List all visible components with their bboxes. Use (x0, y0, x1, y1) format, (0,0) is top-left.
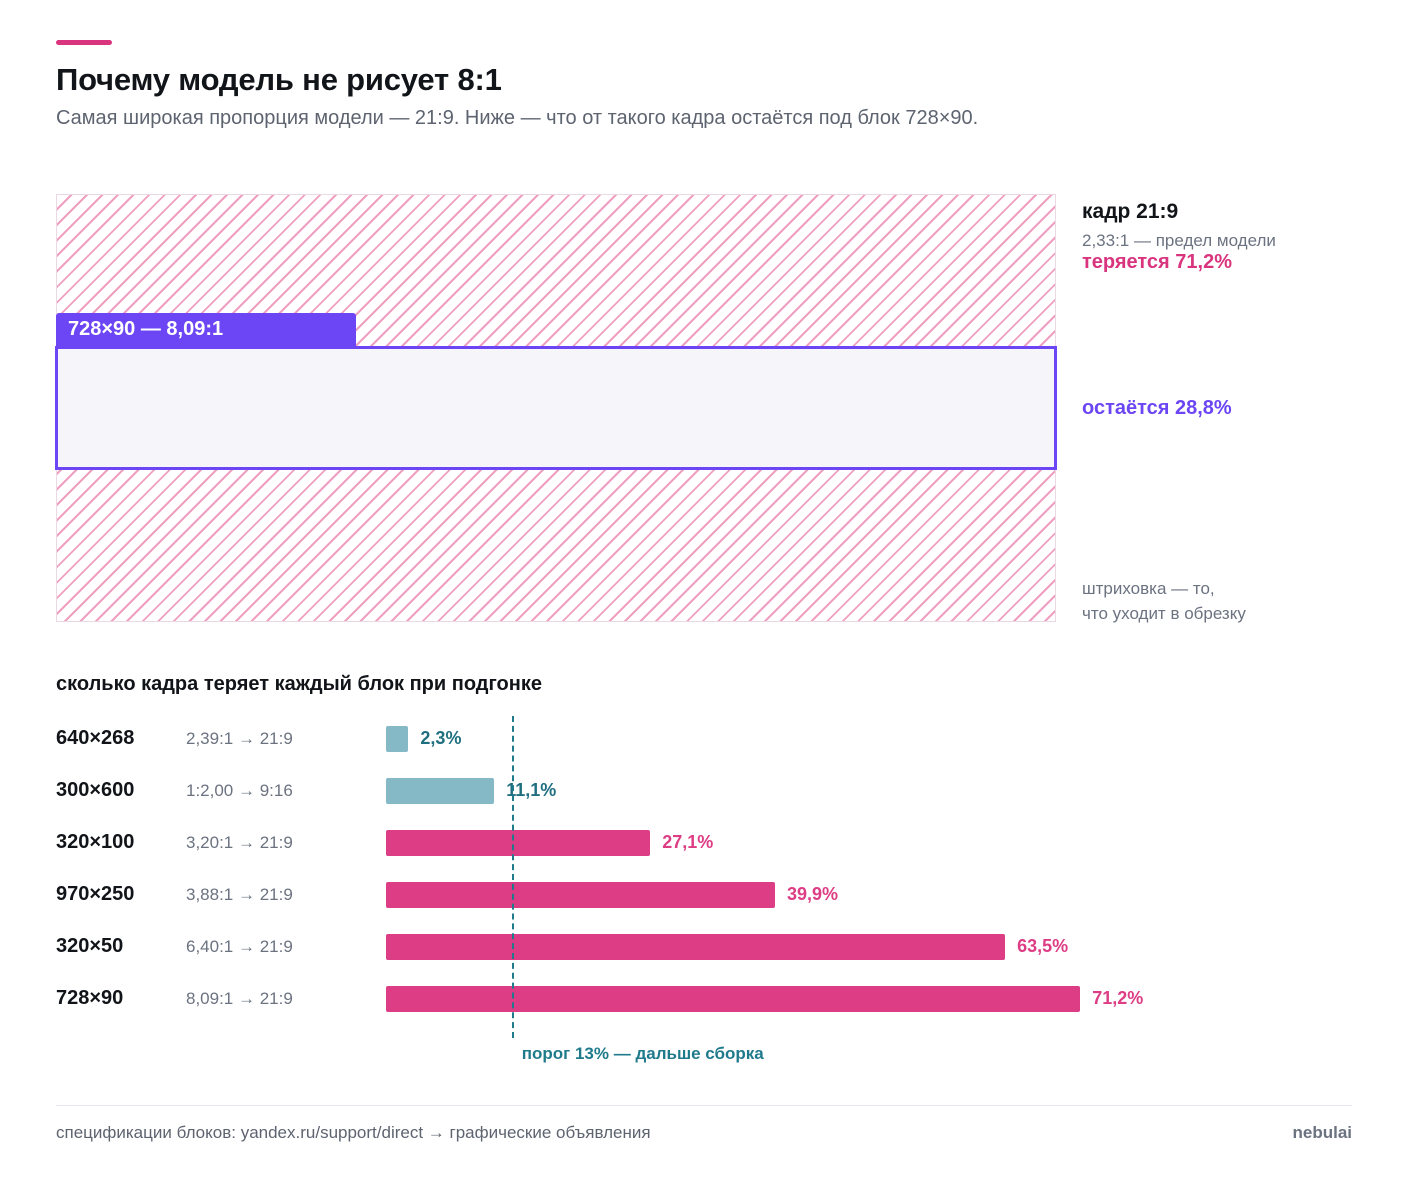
bar (386, 778, 495, 804)
accent-line (56, 40, 112, 45)
bar (386, 726, 409, 752)
frame-title: кадр 21:9 (1082, 200, 1179, 223)
footer-source: спецификации блоков: yandex.ru/support/d… (56, 1123, 651, 1142)
bar-value-label: 2,3% (420, 728, 462, 748)
bar (386, 830, 651, 856)
crop-area-tag: 728×90 — 8,09:1 (56, 313, 356, 347)
bar-ratio-label: 1:2,00 → 9:16 (186, 781, 293, 800)
bar-ratio-label: 3,20:1 → 21:9 (186, 833, 293, 852)
bar-ratio-label: 8,09:1 → 21:9 (186, 989, 293, 1008)
frame-note: 2,33:1 — предел модели (1082, 231, 1276, 250)
bar-value-label: 27,1% (662, 832, 714, 852)
frame-kept-label: остаётся 28,8% (1082, 397, 1232, 419)
bar-ratio-label: 6,40:1 → 21:9 (186, 937, 293, 956)
bar (386, 986, 1081, 1012)
frame-lost-label: теряется 71,2% (1082, 251, 1232, 273)
chart-title: сколько кадра теряет каждый блок при под… (56, 673, 542, 695)
bar-category-label: 640×268 (56, 727, 135, 749)
bar-value-label: 39,9% (787, 884, 839, 904)
hatch-legend: штриховка — то, что уходит в обрезку (1082, 576, 1246, 626)
hatch-legend-line-1: штриховка — то, (1082, 579, 1215, 598)
footer-brand: nebulai (1292, 1123, 1352, 1142)
footer-divider (56, 1105, 1352, 1106)
bar-category-label: 728×90 (56, 987, 124, 1009)
bar-value-label: 11,1% (506, 780, 557, 800)
threshold-label: порог 13% — дальше сборка (521, 1044, 764, 1063)
bar-value-label: 71,2% (1092, 988, 1144, 1008)
bar-category-label: 320×100 (56, 831, 135, 853)
bar (386, 882, 776, 908)
bar (386, 934, 1006, 960)
bar-category-label: 970×250 (56, 883, 135, 905)
hatch-legend-line-2: что уходит в обрезку (1082, 604, 1246, 623)
bar-ratio-label: 2,39:1 → 21:9 (186, 729, 293, 748)
threshold-line (511, 716, 514, 1038)
bar-value-label: 63,5% (1017, 936, 1069, 956)
bar-category-label: 300×600 (56, 779, 135, 801)
bar-ratio-label: 3,88:1 → 21:9 (186, 885, 293, 904)
page-subtitle: Самая широкая пропорция модели — 21:9. Н… (56, 107, 979, 129)
page-title: Почему модель не рисует 8:1 (56, 62, 502, 97)
bar-category-label: 320×50 (56, 935, 124, 957)
crop-area-728x90 (55, 346, 1057, 470)
